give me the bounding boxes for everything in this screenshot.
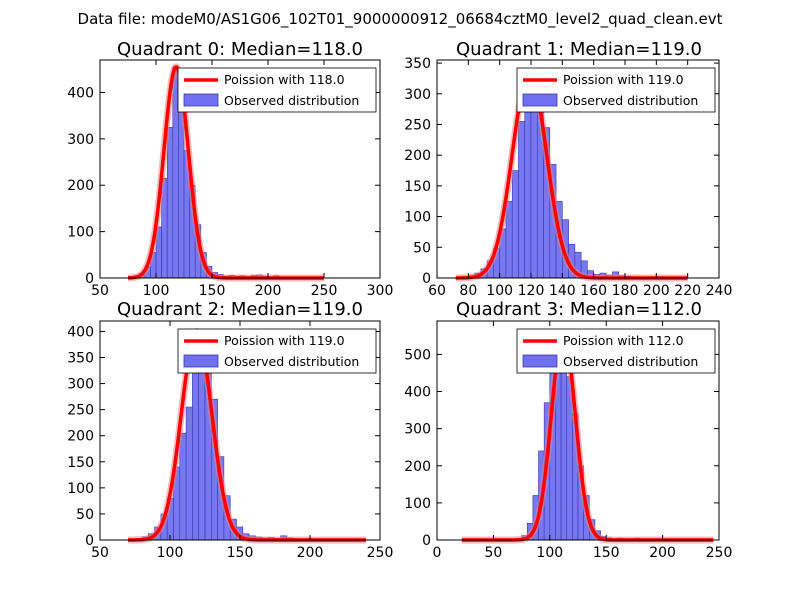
histogram-bar [518, 121, 526, 279]
x-tick-label: 150 [593, 545, 620, 561]
y-tick-label: 200 [404, 459, 431, 475]
legend-label-observed: Observed distribution [224, 93, 359, 108]
y-tick-label: 350 [404, 56, 431, 72]
y-tick-label: 250 [67, 403, 94, 419]
legend: Poission with 112.0 Observed distribution [516, 328, 716, 374]
y-tick-label: 0 [85, 271, 94, 287]
x-tick-label: 50 [91, 283, 109, 299]
legend-label-poisson: Poission with 118.0 [224, 72, 345, 87]
y-tick-label: 300 [67, 377, 94, 393]
x-tick-label: 50 [91, 545, 109, 561]
y-tick-label: 400 [67, 85, 94, 101]
axes-frame [436, 59, 720, 279]
x-tick-label: 180 [612, 283, 639, 299]
y-tick-label: 300 [404, 422, 431, 438]
axes-frame [436, 320, 720, 541]
x-tick-label: 100 [157, 545, 184, 561]
y-tick-label: 250 [404, 117, 431, 133]
subplot-quadrant-3: Quadrant 3: Median=112.0 0 50 100 150 200 250… [404, 299, 732, 561]
y-tick-label: 0 [422, 271, 431, 287]
y-tick-label: 50 [76, 507, 94, 523]
y-tick-label: 400 [404, 385, 431, 401]
x-tick-label: 120 [518, 283, 545, 299]
histogram-bar [179, 432, 187, 541]
legend-label-poisson: Poission with 112.0 [563, 333, 684, 348]
histogram-bar [178, 108, 185, 279]
x-tick-label: 200 [643, 283, 670, 299]
histogram-bar [192, 346, 199, 541]
y-tick-label: 200 [67, 178, 94, 194]
y-tick-label: 500 [404, 347, 431, 363]
y-tick-label: 400 [67, 324, 94, 340]
y-tick-label: 0 [85, 533, 94, 549]
y-tick-label: 150 [67, 455, 94, 471]
legend: Poission with 119.0 Observed distribution [516, 67, 716, 113]
subplot-quadrant-1: Quadrant 1: Median=119.0 60 80 100 120 140 16… [404, 39, 732, 299]
legend-label-poisson: Poission with 119.0 [224, 333, 345, 348]
x-tick-label: 200 [649, 545, 676, 561]
y-tick-label: 350 [67, 351, 94, 367]
y-tick-label: 300 [404, 87, 431, 103]
axes-frame [99, 59, 381, 279]
x-tick-label: 0 [433, 545, 442, 561]
x-tick-label: 80 [459, 283, 477, 299]
histogram-bar [511, 170, 519, 279]
y-tick-label: 100 [67, 225, 94, 241]
x-tick-label: 250 [311, 283, 338, 299]
legend-label-observed: Observed distribution [563, 354, 698, 369]
x-tick-label: 140 [549, 283, 576, 299]
x-tick-label: 250 [706, 545, 733, 561]
x-tick-label: 100 [536, 545, 563, 561]
legend-label-observed: Observed distribution [224, 354, 359, 369]
figure-suptitle: Data file: modeM0/AS1G06_102T01_90000009… [78, 10, 723, 29]
x-tick-label: 300 [367, 283, 394, 299]
subplot-quadrant-0: Quadrant 0: Median=118.0 50 100 150 200 250 3… [67, 39, 393, 299]
legend-bar-swatch [183, 93, 219, 107]
histogram-bar [185, 406, 193, 541]
legend: Poission with 118.0 Observed distribution [177, 67, 377, 113]
x-tick-label: 100 [143, 283, 170, 299]
histogram-bar [166, 126, 174, 279]
x-tick-label: 240 [706, 283, 733, 299]
x-tick-label: 50 [484, 545, 502, 561]
y-tick-label: 50 [413, 240, 431, 256]
subplot-title: Quadrant 3: Median=112.0 [456, 299, 702, 320]
legend: Poission with 119.0 Observed distribution [177, 328, 377, 374]
x-tick-label: 200 [255, 283, 282, 299]
x-tick-label: 250 [367, 545, 394, 561]
legend-bar-swatch [183, 354, 219, 368]
x-tick-label: 200 [297, 545, 324, 561]
x-tick-label: 100 [486, 283, 513, 299]
subplot-title: Quadrant 1: Median=119.0 [456, 39, 702, 60]
histogram-bar [524, 99, 532, 279]
subplot-title: Quadrant 0: Median=118.0 [117, 39, 363, 60]
histogram-bar [172, 66, 179, 279]
y-tick-label: 0 [422, 533, 431, 549]
x-tick-label: 150 [227, 545, 254, 561]
subplot-quadrant-2: Quadrant 2: Median=119.0 50 100 150 200 250 0… [67, 299, 393, 561]
legend-label-poisson: Poission with 119.0 [563, 72, 684, 87]
legend-bar-swatch [522, 354, 558, 368]
y-tick-label: 100 [67, 481, 94, 497]
subplot-title: Quadrant 2: Median=119.0 [117, 299, 363, 320]
legend-label-observed: Observed distribution [563, 93, 698, 108]
legend-bar-swatch [522, 93, 558, 107]
x-tick-label: 160 [580, 283, 607, 299]
y-tick-label: 150 [404, 179, 431, 195]
y-tick-label: 100 [404, 210, 431, 226]
y-tick-label: 300 [67, 132, 94, 148]
y-tick-label: 200 [67, 429, 94, 445]
y-tick-label: 200 [404, 148, 431, 164]
x-tick-label: 220 [674, 283, 701, 299]
x-tick-label: 60 [428, 283, 446, 299]
x-tick-label: 150 [199, 283, 226, 299]
y-tick-label: 100 [404, 496, 431, 512]
